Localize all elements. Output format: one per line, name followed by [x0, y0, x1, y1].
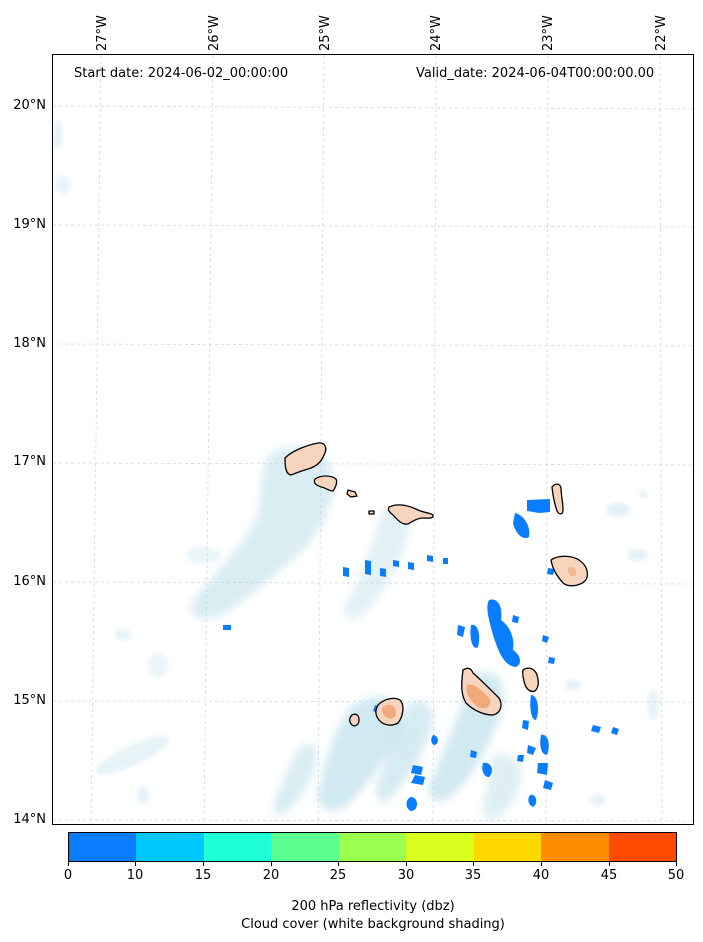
colorbar-tick-mark: [609, 862, 610, 866]
colorbar-tick-label: 20: [262, 868, 280, 883]
lat-label-15n: 15°N: [13, 693, 46, 708]
colorbar-tick-label: 45: [600, 868, 618, 883]
map-panel: [52, 54, 694, 825]
colorbar-segment: [271, 833, 339, 861]
colorbar-segment: [338, 833, 407, 861]
colorbar-tick-mark: [203, 862, 204, 866]
colorbar-sublabel: Cloud cover (white background shading): [241, 917, 505, 932]
colorbar-segment: [406, 833, 474, 861]
colorbar-tick-mark: [473, 862, 474, 866]
colorbar-segment: [473, 833, 542, 861]
cloud-cover: [53, 120, 659, 821]
colorbar-tick-label: 15: [194, 868, 212, 883]
lat-label-17n: 17°N: [13, 454, 46, 469]
island-maio: [521, 667, 539, 693]
colorbar-label: 200 hPa reflectivity (dbz): [291, 899, 455, 914]
colorbar-tick-label: 40: [532, 868, 550, 883]
island-raso: [368, 510, 375, 515]
valid-date-label: Valid_date: 2024-06-04T00:00:00.00: [416, 66, 655, 81]
colorbar-tick-mark: [676, 862, 677, 866]
lon-label-27w: 27°W: [95, 15, 110, 51]
lon-label-22w: 22°W: [654, 15, 669, 51]
reflectivity-cells: [223, 499, 619, 811]
colorbar-tick-label: 30: [397, 868, 415, 883]
colorbar-tick-label: 0: [63, 868, 73, 883]
colorbar-segment: [136, 833, 204, 861]
colorbar-segment: [69, 833, 137, 861]
colorbar-tick-label: 50: [667, 868, 685, 883]
lon-label-25w: 25°W: [318, 15, 333, 51]
colorbar-tick-mark: [338, 862, 339, 866]
lon-label-26w: 26°W: [207, 15, 222, 51]
colorbar-tick-mark: [135, 862, 136, 866]
lat-label-16n: 16°N: [13, 574, 46, 589]
map-canvas: [53, 55, 693, 824]
island-sal: [551, 483, 564, 515]
island-santo-antao: [284, 442, 327, 476]
lon-label-24w: 24°W: [429, 15, 444, 51]
colorbar-tick-mark: [406, 862, 407, 866]
lon-label-23w: 23°W: [541, 15, 556, 51]
start-date-label: Start date: 2024-06-02_00:00:00: [74, 66, 289, 81]
lat-label-14n: 14°N: [13, 812, 46, 827]
colorbar-segment: [203, 833, 272, 861]
colorbar-segment: [541, 833, 609, 861]
lat-label-20n: 20°N: [13, 98, 46, 113]
island-sao-nicolau: [387, 504, 434, 525]
colorbar-tick-label: 35: [464, 868, 482, 883]
colorbar-segment: [608, 833, 676, 861]
lat-label-19n: 19°N: [13, 217, 46, 232]
island-santa-luzia: [346, 489, 358, 498]
colorbar-tick-mark: [541, 862, 542, 866]
high-reflectivity-overlay: [382, 567, 577, 719]
land-areas: [284, 442, 589, 727]
island-brava: [349, 713, 360, 727]
colorbar-tick-mark: [68, 862, 69, 866]
island-sao-vicente: [313, 475, 338, 492]
colorbar-tick-label: 25: [329, 868, 347, 883]
colorbar-tick-mark: [271, 862, 272, 866]
reflectivity-colorbar: [68, 832, 677, 862]
lat-label-18n: 18°N: [13, 336, 46, 351]
colorbar-tick-label: 10: [126, 868, 144, 883]
